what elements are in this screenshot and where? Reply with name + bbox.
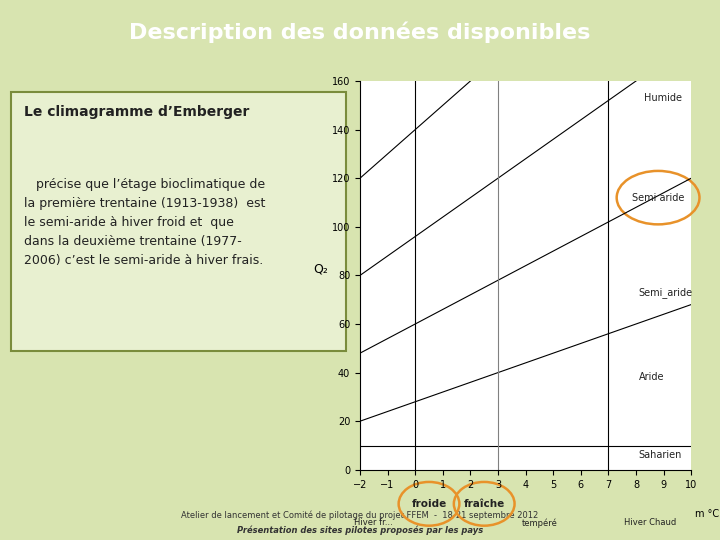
Text: froide: froide (411, 499, 446, 509)
Text: Atelier de lancement et Comité de pilotage du projet FFEM  -  18-21 septembre 20: Atelier de lancement et Comité de pilota… (181, 511, 539, 520)
Text: m °C: m °C (696, 509, 719, 518)
Text: fraîche: fraîche (464, 499, 505, 509)
Text: Présentation des sites pilotes proposés par les pays: Présentation des sites pilotes proposés … (237, 526, 483, 535)
Y-axis label: Q₂: Q₂ (313, 262, 328, 275)
Text: Semi aride: Semi aride (632, 193, 684, 202)
Text: Hiver Chaud: Hiver Chaud (624, 518, 676, 528)
Text: Saharien: Saharien (639, 450, 682, 460)
Text: précise que l’étage bioclimatique de
la première trentaine (1913-1938)  est
le s: précise que l’étage bioclimatique de la … (24, 178, 266, 267)
Text: tempéré: tempéré (521, 518, 557, 528)
Text: Hiver fr...: Hiver fr... (354, 518, 393, 528)
FancyBboxPatch shape (11, 92, 346, 351)
Text: Semi_aride: Semi_aride (639, 287, 693, 298)
Text: Description des données disponibles: Description des données disponibles (130, 22, 590, 43)
Text: Aride: Aride (639, 373, 665, 382)
Text: Humide: Humide (644, 93, 683, 103)
Text: Le climagramme d’Emberger: Le climagramme d’Emberger (24, 105, 250, 119)
